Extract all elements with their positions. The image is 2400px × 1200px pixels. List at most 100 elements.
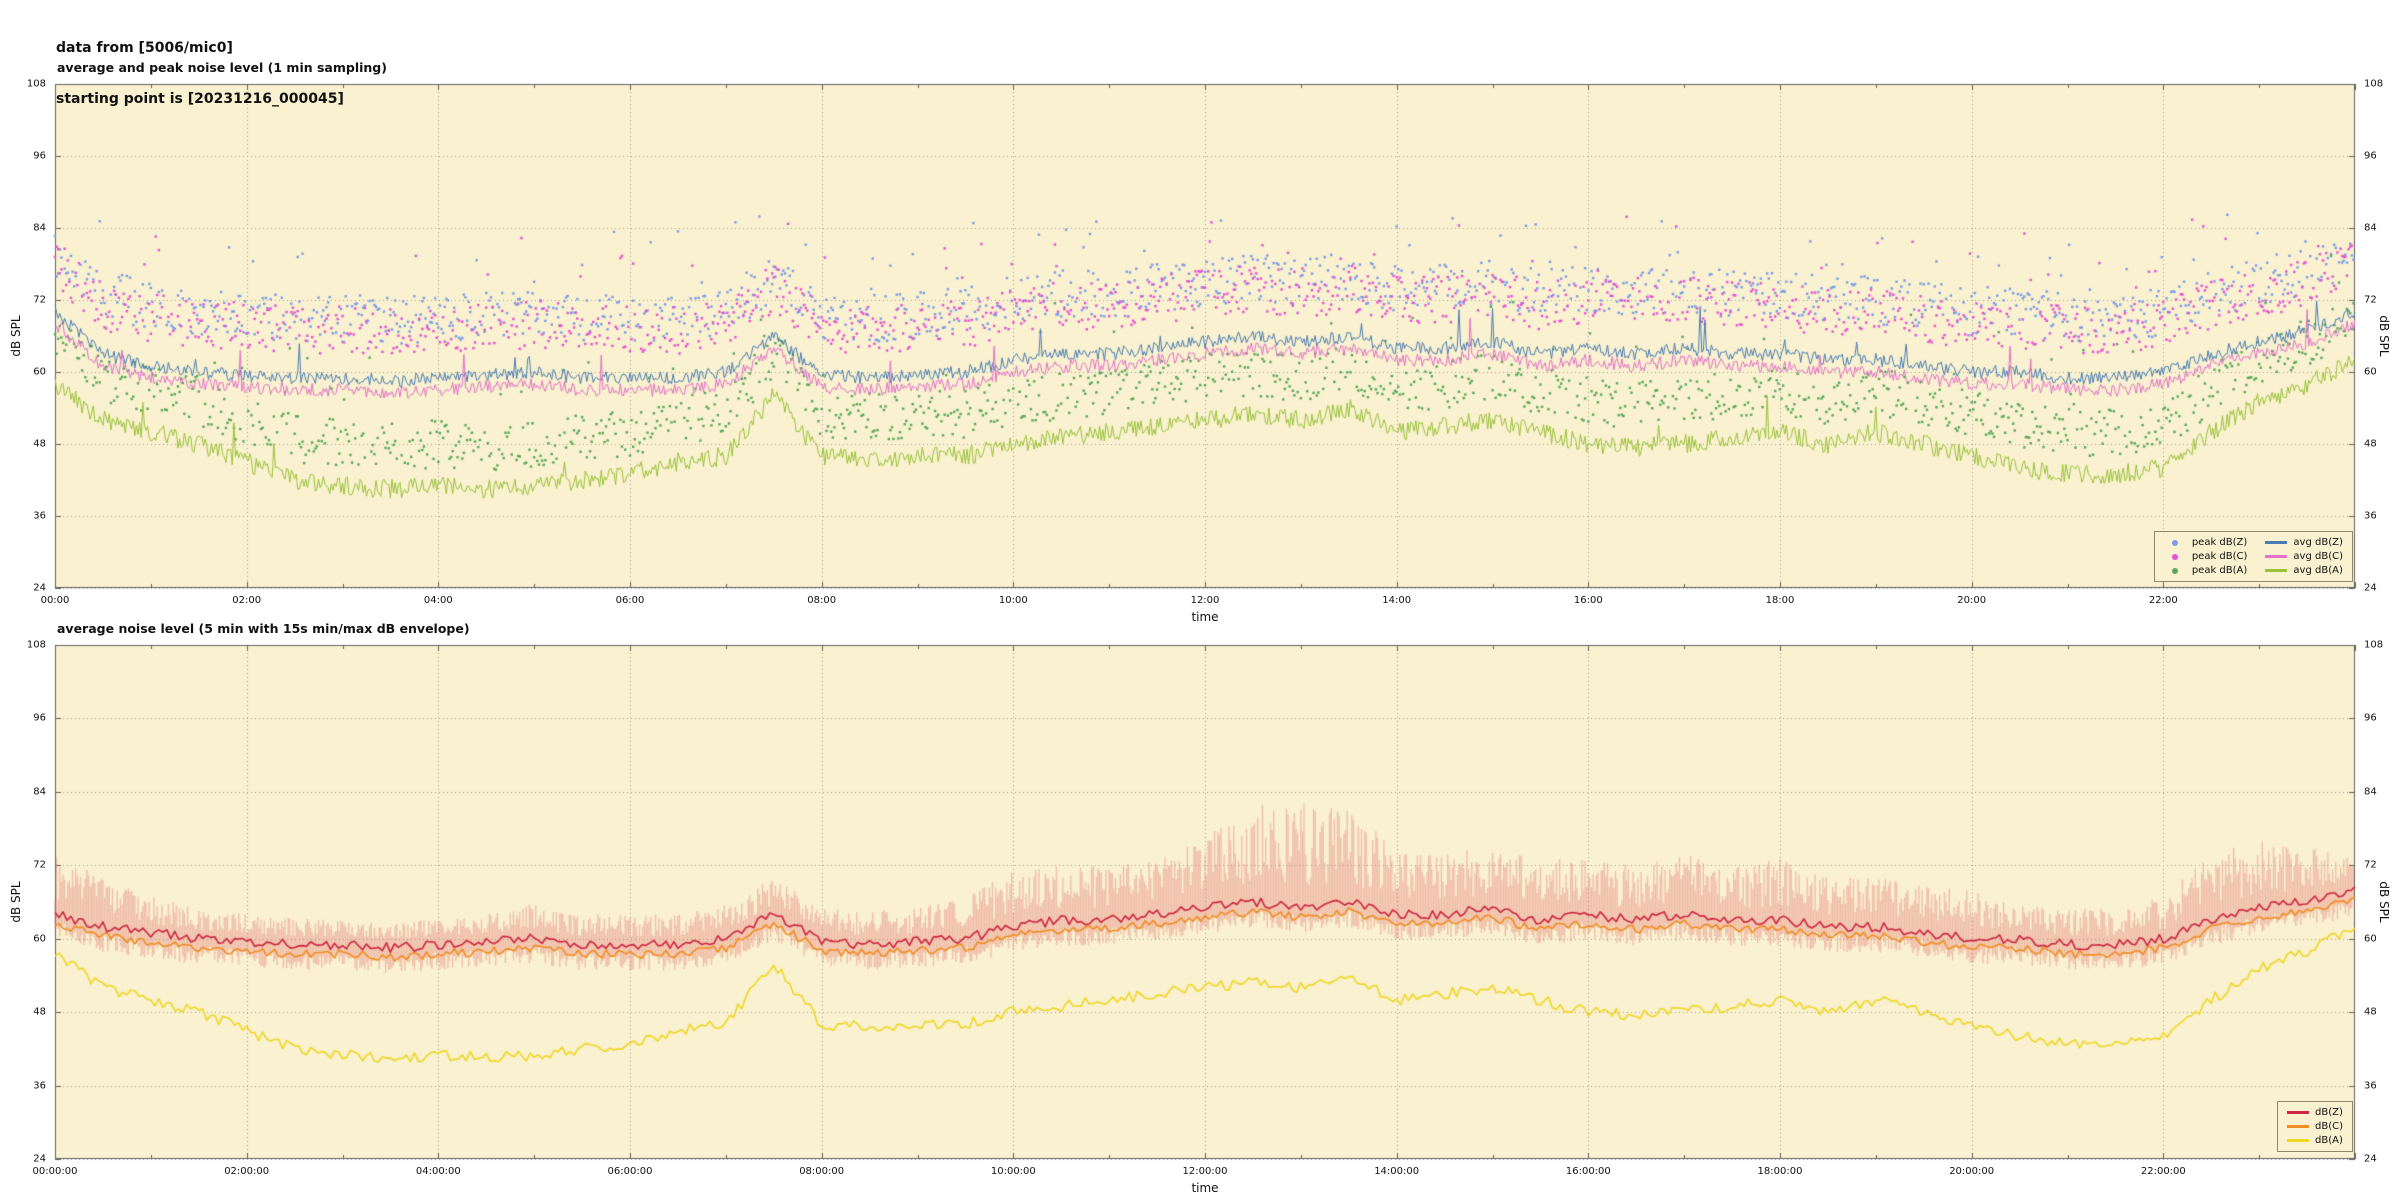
plot1-ytick-label-right: 24 <box>2364 582 2377 594</box>
legend-label: avg dB(Z) <box>2293 537 2343 548</box>
legend-line-swatch <box>2265 555 2288 558</box>
plot2-xtick-label: 22:00:00 <box>2140 1166 2186 1177</box>
chart2-xlabel: time <box>1191 1181 1219 1195</box>
chart2-title: average noise level (5 min with 15s min/… <box>57 621 470 636</box>
header: data from [5006/mic0] starting point is … <box>56 6 344 142</box>
legend-label: dB(A) <box>2315 1135 2343 1146</box>
plot1-ytick-label: 72 <box>33 294 46 306</box>
plot1-xtick-label: 18:00 <box>1765 595 1795 606</box>
legend-item: peak dB(Z) <box>2164 537 2248 548</box>
plot1-xtick-label: 06:00 <box>615 595 645 606</box>
plot2-ytick-label-right: 60 <box>2364 933 2377 945</box>
legend-dot-swatch <box>2164 567 2186 574</box>
legend-label: peak dB(A) <box>2191 565 2248 576</box>
plot1-xtick-label: 08:00 <box>807 595 837 606</box>
header-starting-point: starting point is [20231216_000045] <box>56 91 344 107</box>
plot2-ytick-label: 60 <box>33 933 46 945</box>
legend-item: peak dB(A) <box>2164 565 2248 576</box>
legend-line-swatch <box>2287 1111 2309 1114</box>
plot1-ytick-label-right: 36 <box>2364 510 2377 522</box>
chart1-ylabel-left: dB SPL <box>9 315 23 357</box>
plot1-ytick-label-right: 84 <box>2364 222 2377 234</box>
plot1-xtick-label: 22:00 <box>2148 595 2178 606</box>
legend-line-swatch <box>2265 569 2288 572</box>
plot2-ytick-label-right: 96 <box>2364 712 2377 724</box>
legend-item: avg dB(Z) <box>2265 537 2343 548</box>
legend-dot-swatch <box>2164 553 2186 560</box>
line-swatch-icon <box>2287 1125 2309 1128</box>
legend-label: dB(Z) <box>2315 1107 2343 1118</box>
line-swatch-icon <box>2287 1111 2309 1114</box>
plot1-ytick-label: 48 <box>33 438 46 450</box>
plot2-xtick-label: 18:00:00 <box>1757 1166 1803 1177</box>
legend-label: avg dB(A) <box>2293 565 2343 576</box>
plot1-ytick-label: 24 <box>33 582 46 594</box>
plot1-xtick-label: 14:00 <box>1382 595 1412 606</box>
chart1-ylabel-right: dB SPL <box>2377 315 2391 357</box>
legend-item: avg dB(C) <box>2265 551 2343 562</box>
plot1-ytick-label-right: 48 <box>2364 438 2377 450</box>
plot1-ytick-label: 96 <box>33 150 46 162</box>
plot1-xtick-label: 12:00 <box>1190 595 1220 606</box>
plot2-xtick-label: 02:00:00 <box>224 1166 270 1177</box>
legend-label: avg dB(C) <box>2293 551 2343 562</box>
dot-swatch-icon <box>2171 553 2178 560</box>
plot1-ytick-label: 60 <box>33 366 46 378</box>
chart1-title: average and peak noise level (1 min samp… <box>57 60 387 75</box>
plot2-ytick-label: 36 <box>33 1080 46 1092</box>
legend-item: peak dB(C) <box>2164 551 2248 562</box>
legend-item: avg dB(A) <box>2265 565 2343 576</box>
plot1-ytick-label: 84 <box>33 222 46 234</box>
plot2-xtick-label: 08:00:00 <box>799 1166 845 1177</box>
legend-item: dB(A) <box>2287 1135 2343 1146</box>
legend-line-swatch <box>2287 1125 2309 1128</box>
chart2-legend: dB(Z) dB(C) dB(A) <box>2277 1101 2353 1152</box>
plot1-ytick-label-right: 108 <box>2364 78 2384 90</box>
plot2-xtick-label: 14:00:00 <box>1374 1166 1420 1177</box>
plot1-xtick-label: 00:00 <box>40 595 70 606</box>
legend-line-swatch <box>2287 1139 2309 1142</box>
chart2-ylabel-right: dB SPL <box>2377 881 2391 923</box>
chart1-legend: peak dB(Z) avg dB(Z) peak dB(C) avg dB(C) pe… <box>2153 531 2353 582</box>
legend-item: dB(C) <box>2287 1121 2343 1132</box>
plot1-xtick-label: 16:00 <box>1573 595 1603 606</box>
plot2-xtick-label: 06:00:00 <box>607 1166 653 1177</box>
plot1-xtick-label: 02:00 <box>232 595 262 606</box>
plot2-xtick-label: 00:00:00 <box>32 1166 78 1177</box>
plot2-ytick-label-right: 84 <box>2364 786 2377 798</box>
plot2-ytick-label: 84 <box>33 786 46 798</box>
plot2-ytick-label: 108 <box>26 639 46 651</box>
dot-swatch-icon <box>2171 567 2178 574</box>
plot1-xtick-label: 10:00 <box>998 595 1028 606</box>
plot2-xtick-label: 12:00:00 <box>1182 1166 1228 1177</box>
plot2-ytick-label-right: 72 <box>2364 859 2377 871</box>
line-swatch-icon <box>2265 541 2288 544</box>
plot2-ytick-label: 72 <box>33 859 46 871</box>
header-data-source: data from [5006/mic0] <box>56 40 233 56</box>
plot2-xtick-label: 04:00:00 <box>415 1166 461 1177</box>
line-swatch-icon <box>2265 555 2288 558</box>
plot2-ytick-label-right: 48 <box>2364 1006 2377 1018</box>
plot2-ytick-label-right: 108 <box>2364 639 2384 651</box>
plot2-ytick-label: 96 <box>33 712 46 724</box>
line-swatch-icon <box>2265 569 2288 572</box>
plot1-xtick-label: 04:00 <box>423 595 453 606</box>
plot2-xtick-label: 10:00:00 <box>990 1166 1036 1177</box>
legend-label: peak dB(C) <box>2191 551 2248 562</box>
plot1-xtick-label: 20:00 <box>1957 595 1987 606</box>
legend-line-swatch <box>2265 541 2288 544</box>
chart1-xlabel: time <box>1191 610 1219 624</box>
plot1-ytick-label-right: 60 <box>2364 366 2377 378</box>
plot2-xtick-label: 16:00:00 <box>1565 1166 1611 1177</box>
plot1-ytick-label: 36 <box>33 510 46 522</box>
plot2-ytick-label: 48 <box>33 1006 46 1018</box>
plot1-ytick-label-right: 96 <box>2364 150 2377 162</box>
plot2-ytick-label-right: 24 <box>2364 1153 2377 1165</box>
chart2-ylabel-left: dB SPL <box>9 881 23 923</box>
plot2-xtick-label: 20:00:00 <box>1949 1166 1995 1177</box>
plot1-ytick-label: 108 <box>26 78 46 90</box>
plot2-ytick-label: 24 <box>33 1153 46 1165</box>
legend-label: dB(C) <box>2315 1121 2343 1132</box>
plot1-ytick-label-right: 72 <box>2364 294 2377 306</box>
